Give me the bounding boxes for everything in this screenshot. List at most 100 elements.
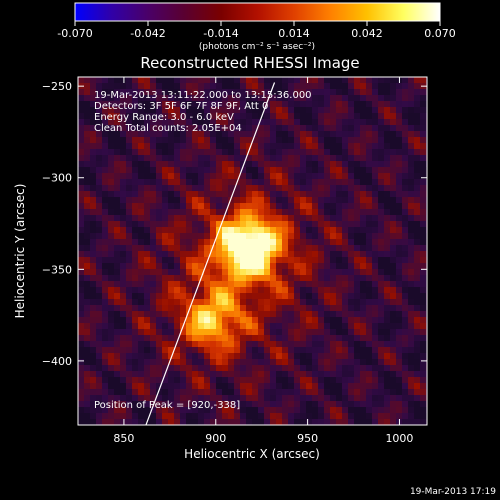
heatmap-cell	[222, 191, 229, 198]
heatmap-cell	[90, 101, 97, 108]
heatmap-cell	[390, 347, 397, 354]
heatmap-cell	[360, 377, 367, 384]
heatmap-cell	[252, 155, 259, 162]
heatmap-cell	[414, 155, 421, 162]
heatmap-cell	[420, 179, 427, 186]
heatmap-cell	[264, 347, 271, 354]
heatmap-cell	[126, 119, 133, 126]
heatmap-cell	[396, 83, 403, 90]
heatmap-cell	[396, 281, 403, 288]
heatmap-cell	[378, 335, 385, 342]
heatmap-cell	[312, 233, 319, 240]
heatmap-cell	[282, 389, 289, 396]
heatmap-cell	[408, 95, 415, 102]
heatmap-cell	[258, 413, 265, 420]
heatmap-cell	[90, 197, 97, 204]
heatmap-cell	[282, 329, 289, 336]
heatmap-cell	[300, 149, 307, 156]
heatmap-cell	[192, 89, 199, 96]
heatmap-cell	[270, 191, 277, 198]
heatmap-cell	[348, 401, 355, 408]
heatmap-cell	[282, 335, 289, 342]
heatmap-cell	[102, 119, 109, 126]
heatmap-cell	[126, 359, 133, 366]
heatmap-cell	[210, 179, 217, 186]
heatmap-cell	[174, 191, 181, 198]
heatmap-cell	[360, 107, 367, 114]
heatmap-cell	[414, 311, 421, 318]
heatmap-cell	[204, 269, 211, 276]
heatmap-cell	[408, 137, 415, 144]
heatmap-cell	[336, 281, 343, 288]
heatmap-cell	[78, 137, 85, 144]
heatmap-cell	[234, 419, 241, 425]
heatmap-cell	[258, 131, 265, 138]
heatmap-cell	[132, 233, 139, 240]
heatmap-cell	[336, 251, 343, 258]
heatmap-cell	[294, 149, 301, 156]
heatmap-cell	[354, 215, 361, 222]
heatmap-cell	[408, 125, 415, 132]
heatmap-cell	[324, 77, 331, 84]
heatmap-cell	[258, 137, 265, 144]
heatmap-cell	[192, 371, 199, 378]
heatmap-cell	[246, 407, 253, 414]
heatmap-cell	[126, 365, 133, 372]
heatmap-cell	[108, 389, 115, 396]
heatmap-cell	[240, 239, 247, 246]
heatmap-cell	[96, 83, 103, 90]
heatmap-cell	[420, 347, 427, 354]
heatmap-cell	[126, 239, 133, 246]
heatmap-cell	[366, 275, 373, 282]
heatmap-cell	[252, 281, 259, 288]
heatmap-cell	[150, 161, 157, 168]
heatmap-cell	[156, 365, 163, 372]
heatmap-cell	[288, 233, 295, 240]
heatmap-cell	[138, 407, 145, 414]
heatmap-cell	[408, 203, 415, 210]
heatmap-cell	[354, 257, 361, 264]
heatmap-cell	[336, 239, 343, 246]
heatmap-cell	[306, 227, 313, 234]
heatmap-cell	[390, 257, 397, 264]
heatmap-cell	[246, 353, 253, 360]
heatmap-cell	[390, 95, 397, 102]
heatmap-cell	[366, 395, 373, 402]
heatmap-cell	[372, 365, 379, 372]
heatmap-cell	[126, 143, 133, 150]
heatmap-cell	[264, 269, 271, 276]
heatmap-cell	[144, 119, 151, 126]
heatmap-cell	[354, 221, 361, 228]
heatmap-cell	[78, 155, 85, 162]
heatmap-cell	[264, 131, 271, 138]
heatmap-cell	[306, 353, 313, 360]
heatmap-cell	[288, 173, 295, 180]
heatmap-cell	[156, 239, 163, 246]
heatmap-cell	[396, 383, 403, 390]
heatmap-cell	[228, 323, 235, 330]
heatmap-cell	[354, 161, 361, 168]
heatmap-cell	[300, 311, 307, 318]
heatmap-cell	[300, 173, 307, 180]
heatmap-cell	[408, 419, 415, 425]
heatmap-cell	[384, 269, 391, 276]
heatmap-cell	[306, 413, 313, 420]
heatmap-cell	[144, 353, 151, 360]
heatmap-cell	[318, 341, 325, 348]
heatmap-cell	[228, 317, 235, 324]
heatmap-cell	[192, 341, 199, 348]
heatmap-cell	[282, 293, 289, 300]
heatmap-cell	[90, 119, 97, 126]
heatmap-cell	[396, 107, 403, 114]
heatmap-cell	[102, 359, 109, 366]
heatmap-cell	[282, 203, 289, 210]
heatmap-cell	[198, 377, 205, 384]
heatmap-cell	[258, 173, 265, 180]
heatmap-cell	[210, 323, 217, 330]
heatmap-cell	[324, 179, 331, 186]
heatmap-cell	[396, 119, 403, 126]
heatmap-cell	[198, 185, 205, 192]
heatmap-cell	[324, 365, 331, 372]
footer-timestamp: 19-Mar-2013 17:19	[410, 487, 496, 497]
heatmap-cell	[384, 215, 391, 222]
